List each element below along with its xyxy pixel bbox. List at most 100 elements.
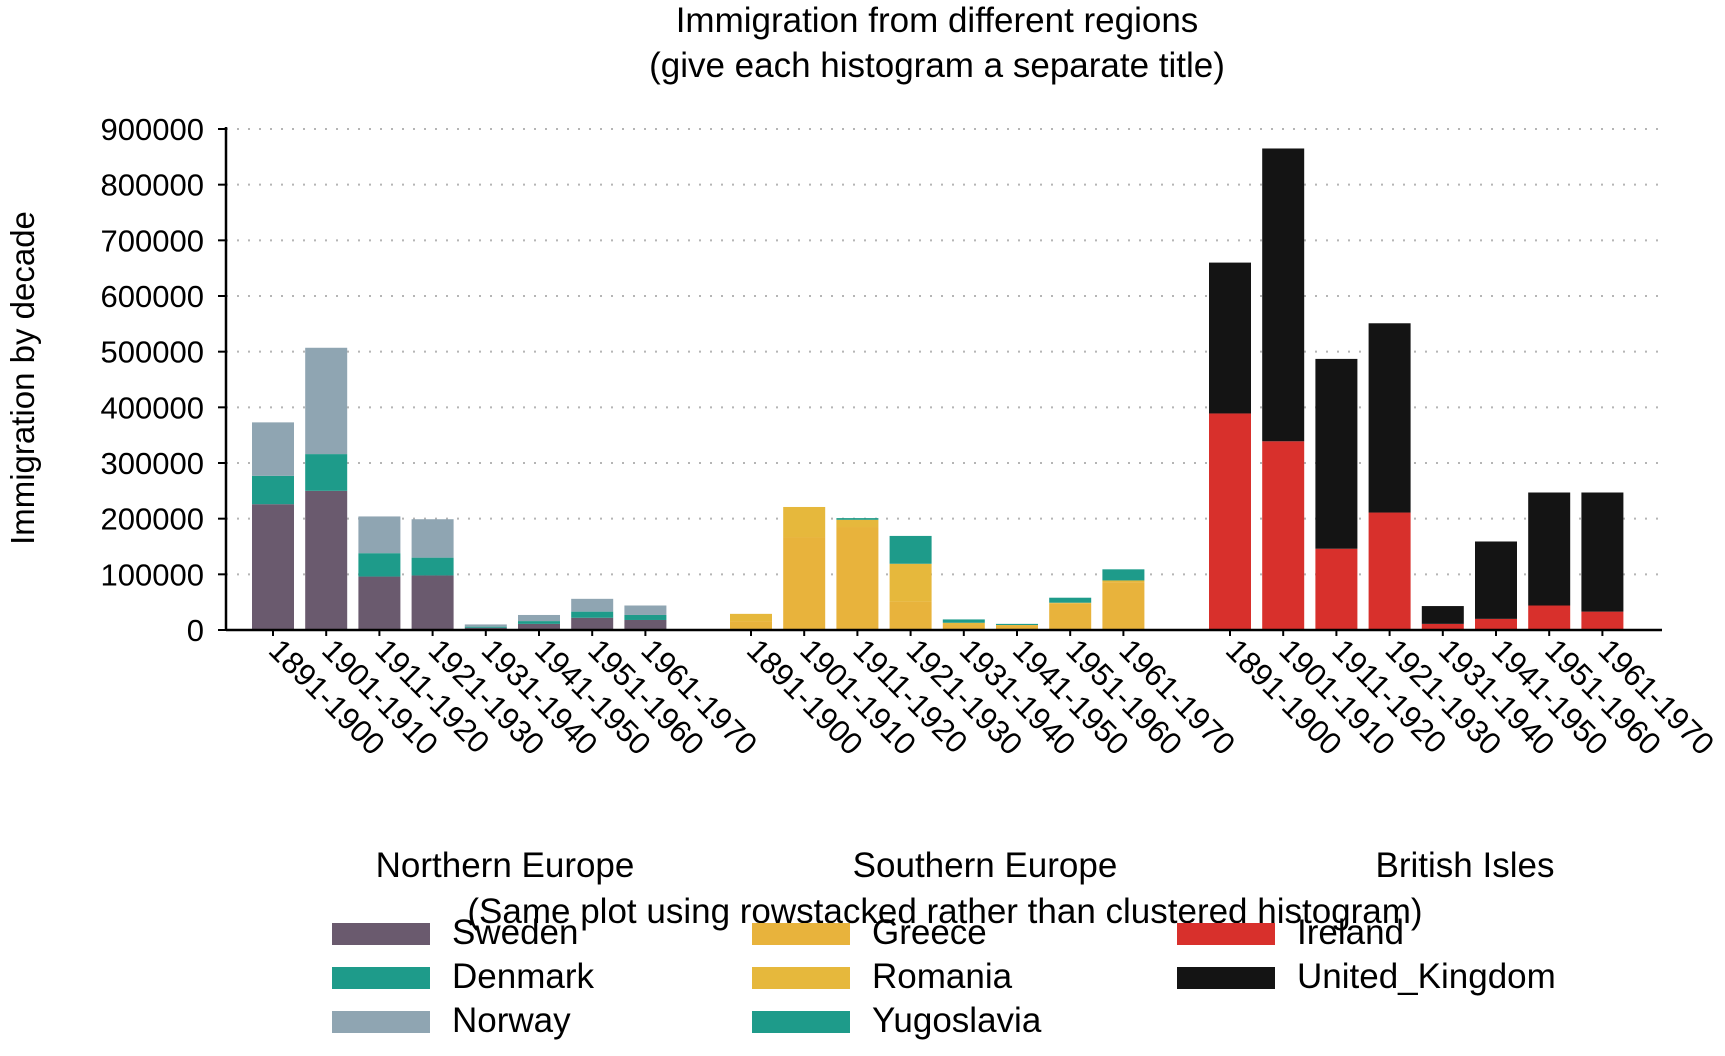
bar-sweden-1961-1970 <box>624 619 667 630</box>
y-tick-label: 800000 <box>101 168 204 203</box>
bar-denmark-1931-1940 <box>464 626 507 628</box>
bar-ireland-1921-1930 <box>1368 512 1411 630</box>
chart-title-line-2: (give each histogram a separate title) <box>649 46 1225 85</box>
bar-sweden-1891-1900 <box>252 504 294 630</box>
bar-united-kingdom-1931-1940 <box>1421 606 1464 624</box>
bar-greece-1931-1940 <box>942 624 985 630</box>
bar-denmark-1901-1910 <box>305 454 348 491</box>
legend-swatch-romania <box>752 967 850 989</box>
bar-denmark-1951-1960 <box>571 611 614 618</box>
bar-ireland-1901-1910 <box>1262 441 1305 630</box>
bar-greece-1951-1960 <box>1049 603 1092 630</box>
grid-lines <box>226 128 1662 576</box>
bar-greece-1911-1920 <box>836 527 879 630</box>
chart-title: Immigration from different regions (give… <box>649 1 1225 85</box>
bar-sweden-1951-1960 <box>571 617 614 630</box>
legend-swatch-united-kingdom <box>1177 967 1275 989</box>
legend-label-norway: Norway <box>452 1001 571 1040</box>
bar-romania-1911-1920 <box>836 519 879 528</box>
bar-romania-1961-1970 <box>1102 580 1145 583</box>
bar-greece-1901-1910 <box>783 537 826 630</box>
bar-yugoslavia-1911-1920 <box>836 518 879 520</box>
group-label-southern-europe: Southern Europe <box>853 846 1118 885</box>
bar-romania-1901-1910 <box>783 506 826 538</box>
legend-label-romania: Romania <box>872 957 1013 996</box>
bar-norway-1931-1940 <box>464 624 507 627</box>
bar-ireland-1891-1900 <box>1209 413 1251 630</box>
bar-ireland-1941-1950 <box>1475 618 1517 630</box>
group-british-isles <box>1209 148 1624 630</box>
bar-ireland-1931-1940 <box>1421 623 1464 630</box>
y-tick-label: 100000 <box>101 557 204 592</box>
bar-sweden-1941-1950 <box>518 623 560 630</box>
x-tick-labels: 1891-19001901-19101911-19201921-19301931… <box>262 632 1721 762</box>
bar-norway-1941-1950 <box>518 614 560 622</box>
bar-norway-1901-1910 <box>305 347 348 455</box>
bar-united-kingdom-1891-1900 <box>1209 262 1251 414</box>
bar-ireland-1961-1970 <box>1581 611 1624 630</box>
legend-swatch-ireland <box>1177 923 1275 945</box>
bar-norway-1911-1920 <box>358 516 401 554</box>
bar-yugoslavia-1921-1930 <box>889 535 932 564</box>
bar-sweden-1901-1910 <box>305 490 348 630</box>
y-tick-label: 900000 <box>101 112 204 147</box>
bar-greece-1921-1930 <box>889 601 932 630</box>
bar-greece-1941-1950 <box>996 625 1038 630</box>
bar-greece-1961-1970 <box>1102 582 1145 630</box>
y-tick-labels: 0 100000 200000 300000 400000 500000 600000 700… <box>101 112 204 648</box>
bar-romania-1941-1950 <box>996 624 1038 626</box>
bar-united-kingdom-1901-1910 <box>1262 148 1305 442</box>
bar-norway-1921-1930 <box>411 519 454 558</box>
bar-greece-1891-1900 <box>730 621 772 630</box>
bar-united-kingdom-1951-1960 <box>1528 492 1571 606</box>
group-southern-europe <box>730 506 1145 630</box>
y-tick-label: 500000 <box>101 335 204 370</box>
legend-label-sweden: Sweden <box>452 913 578 952</box>
axes <box>218 127 1662 636</box>
bar-romania-1951-1960 <box>1049 602 1092 604</box>
legend-swatch-yugoslavia <box>752 1011 850 1033</box>
bar-romania-1891-1900 <box>730 613 772 622</box>
legend-swatch-greece <box>752 923 850 945</box>
bar-united-kingdom-1941-1950 <box>1475 541 1517 619</box>
bar-sweden-1911-1920 <box>358 576 401 630</box>
y-tick-label: 700000 <box>101 223 204 258</box>
bar-united-kingdom-1921-1930 <box>1368 323 1411 513</box>
bar-yugoslavia-1951-1960 <box>1049 597 1092 603</box>
group-labels: Northern Europe Southern Europe British Is… <box>376 846 1555 885</box>
bar-romania-1931-1940 <box>942 622 985 625</box>
bar-sweden-1921-1930 <box>411 575 454 630</box>
legend: Sweden Denmark Norway Greece Romania Yugoslav… <box>332 913 1556 1040</box>
y-tick-label: 400000 <box>101 390 204 425</box>
bar-united-kingdom-1961-1970 <box>1581 492 1624 612</box>
bar-denmark-1961-1970 <box>624 614 667 620</box>
legend-label-yugoslavia: Yugoslavia <box>872 1001 1042 1040</box>
group-label-northern-europe: Northern Europe <box>376 846 635 885</box>
bar-yugoslavia-1931-1940 <box>942 619 985 623</box>
legend-label-denmark: Denmark <box>452 957 594 996</box>
bar-romania-1921-1930 <box>889 563 932 602</box>
y-tick-label: 200000 <box>101 502 204 537</box>
bar-ireland-1911-1920 <box>1315 548 1358 630</box>
y-tick-label: 0 <box>187 613 204 648</box>
legend-swatch-norway <box>332 1011 430 1033</box>
chart-title-line-1: Immigration from different regions <box>676 1 1199 40</box>
bar-ireland-1951-1960 <box>1528 605 1571 630</box>
legend-swatch-sweden <box>332 923 430 945</box>
bar-denmark-1941-1950 <box>518 621 560 624</box>
bar-norway-1891-1900 <box>252 422 294 476</box>
bar-yugoslavia-1941-1950 <box>996 623 1038 625</box>
bar-denmark-1891-1900 <box>252 475 294 505</box>
bar-yugoslavia-1961-1970 <box>1102 569 1145 581</box>
bar-denmark-1911-1920 <box>358 553 401 577</box>
legend-label-united-kingdom: United_Kingdom <box>1297 957 1556 996</box>
bar-norway-1951-1960 <box>571 598 614 612</box>
legend-label-greece: Greece <box>872 913 987 952</box>
legend-swatch-denmark <box>332 967 430 989</box>
bar-denmark-1921-1930 <box>411 557 454 576</box>
group-northern-europe <box>252 347 667 630</box>
y-axis-label: Immigration by decade <box>4 211 41 545</box>
legend-label-ireland: Ireland <box>1297 913 1404 952</box>
bar-united-kingdom-1911-1920 <box>1315 358 1358 549</box>
